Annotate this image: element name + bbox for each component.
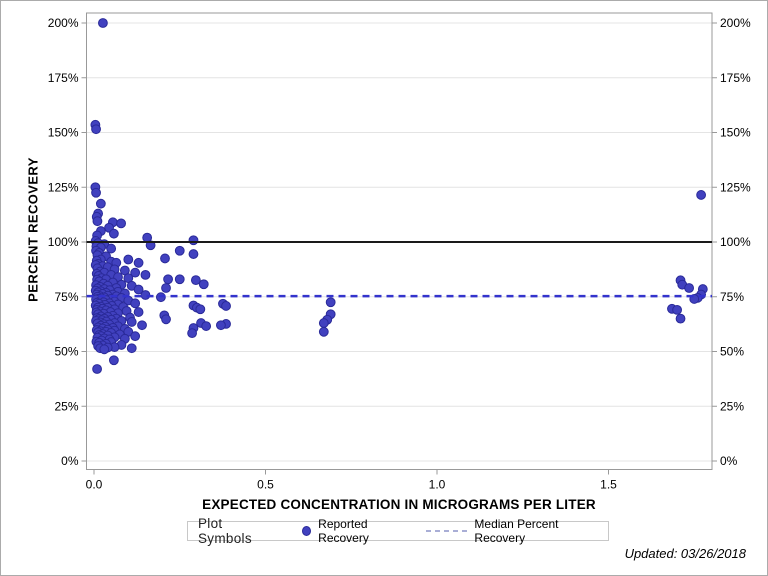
- scatter-point: [160, 253, 170, 264]
- scatter-point: [123, 254, 134, 265]
- scatter-point: [130, 331, 141, 342]
- dashed-line-icon: [426, 530, 468, 532]
- scatter-point: [126, 317, 137, 327]
- scatter-point: [126, 343, 137, 354]
- scatter-point: [130, 267, 141, 278]
- scatter-point: [684, 283, 695, 293]
- legend: Plot Symbols Reported Recovery Median Pe…: [187, 516, 609, 546]
- y-tick-label-left: 50%: [54, 345, 78, 359]
- y-tick-label-right: 0%: [720, 454, 738, 468]
- scatter-point: [91, 124, 101, 135]
- scatter-point: [318, 318, 329, 328]
- scatter-point: [675, 313, 686, 324]
- scatter-point: [318, 326, 329, 337]
- y-tick-label-left: 175%: [48, 71, 79, 85]
- y-tick-label-right: 175%: [720, 71, 751, 85]
- updated-date: Updated: 03/26/2018: [624, 546, 746, 561]
- y-tick-label-left: 150%: [48, 126, 79, 140]
- scatter-point: [161, 314, 171, 325]
- scatter-point: [325, 297, 336, 308]
- y-tick-label-right: 200%: [720, 16, 751, 30]
- x-tick-label: 0.0: [86, 478, 103, 492]
- x-tick-label: 0.5: [257, 478, 274, 492]
- marker-dot-icon: [302, 526, 312, 536]
- scatter-point: [145, 240, 156, 251]
- y-tick-label-right: 150%: [720, 126, 751, 140]
- scatter-point: [140, 269, 151, 280]
- scatter-point: [672, 304, 682, 315]
- scatter-point: [91, 187, 101, 198]
- scatter-point: [216, 320, 226, 331]
- y-tick-label-left: 0%: [61, 454, 79, 468]
- scatter-point: [137, 320, 147, 331]
- y-tick-label-left: 100%: [48, 235, 79, 249]
- scatter-point: [116, 218, 126, 229]
- legend-title: Plot Symbols: [198, 516, 252, 546]
- scatter-point: [99, 344, 110, 355]
- scatter-point: [696, 190, 707, 200]
- scatter-point: [106, 243, 117, 254]
- scatter-point: [108, 355, 119, 366]
- scatter-point: [95, 198, 106, 209]
- scatter-point: [98, 18, 108, 28]
- scatter-point: [130, 298, 141, 309]
- scatter-point: [133, 307, 144, 317]
- y-tick-label-right: 25%: [720, 399, 744, 413]
- x-tick-label: 1.5: [600, 478, 617, 492]
- scatter-point: [190, 275, 201, 286]
- scatter-point: [201, 321, 212, 331]
- scatter-point: [133, 257, 144, 268]
- legend-item-label: Reported Recovery: [318, 517, 369, 545]
- y-tick-label-left: 25%: [54, 399, 78, 413]
- scatter-point: [188, 235, 199, 246]
- y-tick-label-right: 75%: [720, 290, 744, 304]
- scatter-point: [163, 274, 173, 285]
- y-tick-label-right: 125%: [720, 180, 751, 194]
- y-axis-title: PERCENT RECOVERY: [25, 157, 41, 302]
- scatter-point: [174, 245, 185, 256]
- scatter-point: [198, 279, 209, 290]
- scatter-point: [195, 304, 206, 315]
- scatter-point: [161, 283, 171, 293]
- x-tick-label: 1.0: [429, 478, 446, 492]
- legend-item-label: Median Percent Recovery: [474, 517, 559, 545]
- y-tick-label-left: 200%: [48, 16, 79, 30]
- y-tick-label-right: 50%: [720, 345, 744, 359]
- scatter-point: [133, 284, 144, 295]
- legend-item-reported-recovery: Reported Recovery: [302, 517, 410, 545]
- scatter-point: [174, 274, 185, 285]
- scatter-point: [188, 249, 199, 259]
- legend-item-median-percent-recovery: Median Percent Recovery: [426, 517, 598, 545]
- scatter-point: [92, 364, 102, 374]
- y-tick-label-left: 75%: [54, 290, 78, 304]
- x-axis-title: EXPECTED CONCENTRATION IN MICROGRAMS PER…: [202, 497, 596, 512]
- scatter-point: [187, 328, 197, 339]
- scatter-point: [92, 216, 103, 227]
- y-tick-label-left: 125%: [48, 180, 79, 194]
- scatter-point: [221, 301, 231, 311]
- scatter-point: [108, 228, 119, 239]
- y-tick-label-right: 100%: [720, 235, 751, 249]
